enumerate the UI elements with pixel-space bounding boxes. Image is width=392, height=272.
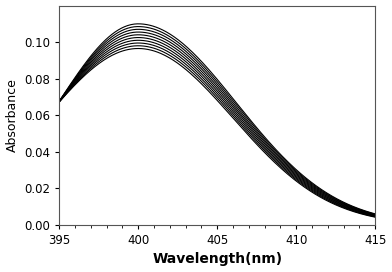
Y-axis label: Absorbance: Absorbance — [5, 78, 18, 152]
X-axis label: Wavelength(nm): Wavelength(nm) — [152, 252, 282, 267]
